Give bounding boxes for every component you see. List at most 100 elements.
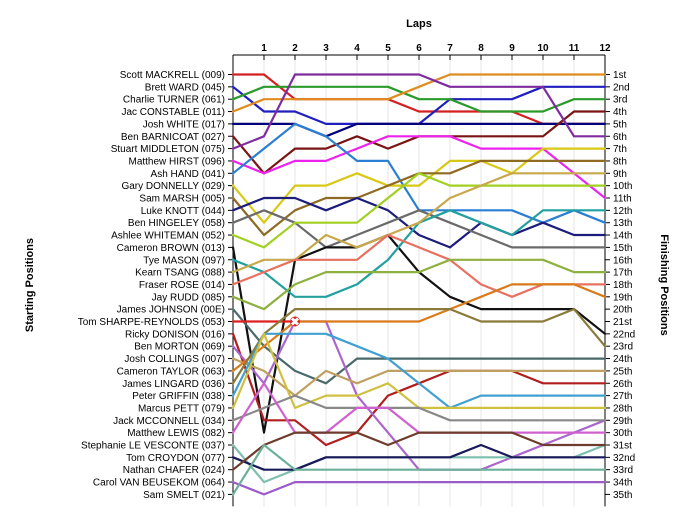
finishing-label: 35th [613, 490, 632, 501]
starting-label: Cameron TAYLOR (063) [117, 366, 225, 377]
driver-line-10 [231, 147, 607, 224]
finishing-label: 11th [613, 194, 632, 205]
markers: ✖ [290, 316, 300, 329]
finishing-label: 26th [613, 379, 632, 390]
starting-label: Ricky DONISON (016) [125, 329, 225, 340]
finishing-label: 13th [613, 218, 632, 229]
starting-label: Gary DONNELLY (029) [121, 181, 225, 192]
finishing-label: 32nd [613, 453, 635, 464]
laps-axis-title: Laps [406, 18, 432, 30]
finishing-label: 15th [613, 243, 632, 254]
starting-label: Tom CROYDON (077) [126, 453, 225, 464]
finishing-label: 28th [613, 403, 632, 414]
finishing-label: 30th [613, 428, 632, 439]
finishing-label: 20th [613, 305, 632, 316]
finishing-label: 23rd [613, 342, 633, 353]
finishing-label: 3rd [613, 95, 627, 106]
driver-line-4 [231, 73, 607, 113]
driver-line-19 [231, 258, 607, 311]
starting-label: Ben HINGELEY (058) [128, 218, 225, 229]
driver-line-35 [231, 443, 607, 496]
starting-label: Luke KNOTT (044) [141, 206, 225, 217]
finishing-label: 33rd [613, 465, 633, 476]
finishing-label: 16th [613, 255, 632, 266]
lap-tick-label: 2 [292, 43, 298, 54]
lap-tick-label: 11 [569, 43, 580, 54]
finishing-label: 17th [613, 268, 632, 279]
driver-line-3 [231, 85, 607, 113]
finishing-label: 12th [613, 206, 632, 217]
finishing-label: 6th [613, 132, 627, 143]
lap-tick-label: 12 [599, 43, 611, 54]
starting-label: Kearn TSANG (088) [135, 268, 225, 279]
labels: Scott MACKRELL (009)Brett WARD (045) Char… [78, 70, 636, 501]
finishing-label: 29th [613, 416, 632, 427]
driver-line-26 [231, 308, 607, 385]
starting-label: James LINGARD (036) [122, 379, 225, 390]
lap-tick-label: 4 [354, 43, 360, 54]
finishing-label: 31st [613, 441, 632, 452]
retirement-marker-bg [290, 316, 300, 327]
finishing-label: 4th [613, 107, 627, 118]
starting-label: Cameron BROWN (013) [117, 243, 225, 254]
starting-label: Ash HAND (041) [151, 169, 225, 180]
finishing-label: 7th [613, 144, 627, 155]
finishing-label: 1st [613, 70, 627, 81]
driver-line-12 [231, 196, 607, 249]
finishing-label: 24th [613, 354, 632, 365]
starting-label: Stuart MIDDLETON (075) [111, 144, 225, 155]
starting-label: Carol VAN BEUSEKOM (064) [93, 478, 225, 489]
driver-line-33 [231, 431, 607, 471]
driver-line-7 [231, 73, 607, 150]
starting-label: Brett WARD (045) [145, 82, 225, 93]
retirement-marker: ✖ [290, 317, 299, 329]
starting-label: Marcus PETT (079) [138, 403, 225, 414]
starting-label: Sam SMELT (021) [143, 490, 225, 501]
starting-label: Sam MARSH (005) [139, 194, 225, 205]
lap-tick-label: 6 [416, 43, 422, 54]
starting-label: Jack MCCONNELL (034) [113, 416, 225, 427]
finishing-label: 22nd [613, 329, 635, 340]
driver-line-27 [231, 332, 607, 409]
finishing-label: 10th [613, 181, 632, 192]
driver-line-14 [231, 172, 607, 249]
lap-tick-label: 5 [385, 43, 391, 54]
finishing-label: 27th [613, 391, 632, 402]
finishing-label: 8th [613, 156, 627, 167]
lap-tick-label: 1 [261, 43, 267, 54]
starting-label: Fraser ROSE (014) [139, 280, 225, 291]
finishing-positions-title: Finishing Positions [658, 234, 670, 335]
finishing-label: 25th [613, 366, 632, 377]
starting-label: Matthew LEWIS (082) [127, 428, 225, 439]
starting-label: Peter GRIFFIN (038) [132, 391, 225, 402]
lap-tick-label: 9 [509, 43, 515, 54]
starting-label: Jay RUDD (085) [152, 292, 225, 303]
starting-label: Ben BARNICOAT (027) [121, 132, 225, 143]
finishing-label: 5th [613, 119, 627, 130]
finishing-label: 34th [613, 478, 632, 489]
starting-label: Jac CONSTABLE (011) [121, 107, 225, 118]
starting-label: Scott MACKRELL (009) [120, 70, 225, 81]
starting-label: Tom SHARPE-REYNOLDS (053) [78, 317, 225, 328]
starting-label: Ashlee WHITEMAN (052) [111, 231, 225, 242]
starting-label: Charlie TURNER (061) [123, 95, 225, 106]
lap-tick-label: 7 [447, 43, 453, 54]
finishing-label: 21st [613, 317, 632, 328]
finishing-label: 2nd [613, 82, 630, 93]
starting-label: James JOHNSON (00E) [117, 305, 225, 316]
driver-line-20 [231, 308, 607, 385]
starting-label: Nathan CHAFER (024) [123, 465, 225, 476]
lap-tick-label: 3 [323, 43, 329, 54]
lap-tick-label: 8 [478, 43, 484, 54]
starting-positions-title: Starting Positions [24, 238, 36, 332]
lap-tick-label: 10 [537, 43, 549, 54]
finishing-label: 19th [613, 292, 632, 303]
finishing-label: 18th [613, 280, 632, 291]
grid [263, 55, 606, 507]
driver-line-34 [231, 481, 607, 496]
starting-label: Matthew HIRST (096) [128, 156, 225, 167]
finishing-label: 14th [613, 231, 632, 242]
finishing-label: 9th [613, 169, 627, 180]
driver-line-29 [231, 394, 607, 422]
